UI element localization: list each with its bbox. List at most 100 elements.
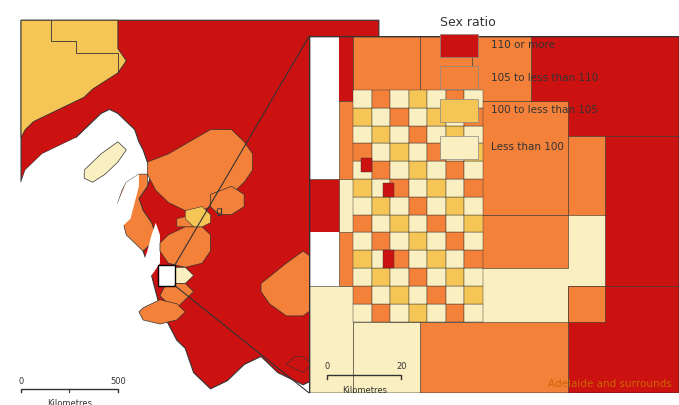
Polygon shape: [409, 161, 427, 179]
Polygon shape: [372, 179, 390, 197]
Polygon shape: [464, 143, 483, 161]
Polygon shape: [568, 286, 605, 322]
Polygon shape: [427, 143, 446, 161]
Polygon shape: [309, 36, 679, 393]
Polygon shape: [427, 90, 446, 108]
Polygon shape: [309, 179, 339, 232]
Polygon shape: [409, 304, 427, 322]
Polygon shape: [427, 304, 446, 322]
Polygon shape: [464, 250, 483, 268]
Text: 20: 20: [397, 362, 407, 371]
Polygon shape: [185, 207, 210, 227]
Polygon shape: [261, 251, 329, 316]
Polygon shape: [353, 36, 420, 100]
Polygon shape: [409, 179, 427, 197]
Polygon shape: [372, 197, 390, 215]
Polygon shape: [309, 36, 339, 179]
Polygon shape: [147, 130, 253, 211]
Polygon shape: [372, 90, 390, 108]
Text: Kilometres: Kilometres: [342, 386, 387, 395]
Polygon shape: [353, 143, 372, 161]
Polygon shape: [472, 100, 568, 215]
Polygon shape: [390, 90, 409, 108]
Polygon shape: [353, 215, 372, 232]
Polygon shape: [309, 36, 353, 100]
Polygon shape: [446, 126, 464, 143]
Polygon shape: [361, 158, 372, 172]
Polygon shape: [353, 286, 372, 304]
Polygon shape: [427, 250, 446, 268]
Polygon shape: [390, 250, 427, 322]
Polygon shape: [446, 232, 464, 250]
Polygon shape: [420, 322, 568, 393]
Text: Adelaide and surrounds: Adelaide and surrounds: [548, 379, 672, 389]
Polygon shape: [420, 36, 472, 100]
Polygon shape: [353, 232, 372, 250]
Polygon shape: [427, 197, 446, 215]
Polygon shape: [353, 268, 372, 286]
FancyBboxPatch shape: [440, 66, 478, 89]
Polygon shape: [446, 304, 464, 322]
Text: 0: 0: [18, 377, 24, 386]
Polygon shape: [390, 286, 409, 304]
Polygon shape: [210, 186, 244, 215]
Polygon shape: [390, 304, 409, 322]
Polygon shape: [420, 268, 472, 322]
Polygon shape: [160, 271, 168, 279]
Polygon shape: [409, 143, 427, 161]
Polygon shape: [464, 286, 483, 304]
Polygon shape: [383, 183, 394, 197]
Polygon shape: [21, 20, 126, 138]
Polygon shape: [339, 232, 390, 286]
Polygon shape: [464, 179, 483, 197]
Polygon shape: [353, 197, 372, 215]
Polygon shape: [446, 215, 464, 232]
Polygon shape: [390, 179, 427, 250]
Polygon shape: [372, 286, 390, 304]
Polygon shape: [464, 197, 483, 215]
Polygon shape: [464, 161, 483, 179]
Polygon shape: [390, 143, 409, 161]
Polygon shape: [427, 268, 446, 286]
Polygon shape: [158, 265, 175, 286]
Polygon shape: [446, 179, 464, 197]
Polygon shape: [160, 284, 194, 308]
Text: Kilometres: Kilometres: [47, 399, 92, 405]
Polygon shape: [446, 268, 464, 286]
Polygon shape: [446, 161, 464, 179]
Polygon shape: [353, 143, 375, 172]
Text: 105 to less than 110: 105 to less than 110: [490, 73, 598, 83]
Polygon shape: [21, 20, 379, 389]
Polygon shape: [464, 268, 483, 286]
Polygon shape: [390, 215, 409, 232]
Polygon shape: [353, 179, 390, 232]
Polygon shape: [446, 250, 464, 268]
Polygon shape: [309, 286, 353, 393]
Polygon shape: [464, 215, 483, 232]
Polygon shape: [353, 108, 372, 126]
Polygon shape: [339, 100, 390, 179]
Polygon shape: [446, 143, 464, 161]
Polygon shape: [160, 267, 194, 284]
Polygon shape: [390, 108, 409, 126]
Polygon shape: [383, 250, 394, 268]
Polygon shape: [409, 268, 427, 286]
Polygon shape: [390, 126, 409, 143]
Polygon shape: [409, 286, 427, 304]
Polygon shape: [287, 356, 312, 373]
Polygon shape: [464, 90, 483, 108]
Polygon shape: [427, 268, 472, 322]
Polygon shape: [353, 304, 372, 322]
Polygon shape: [464, 232, 483, 250]
Polygon shape: [446, 197, 464, 215]
Polygon shape: [353, 179, 372, 197]
Polygon shape: [427, 215, 472, 268]
Polygon shape: [372, 143, 390, 161]
Text: 500: 500: [110, 377, 126, 386]
Polygon shape: [390, 161, 409, 179]
Polygon shape: [427, 215, 446, 232]
Polygon shape: [409, 197, 427, 215]
FancyBboxPatch shape: [440, 136, 478, 159]
Polygon shape: [372, 161, 390, 179]
Polygon shape: [427, 126, 446, 143]
